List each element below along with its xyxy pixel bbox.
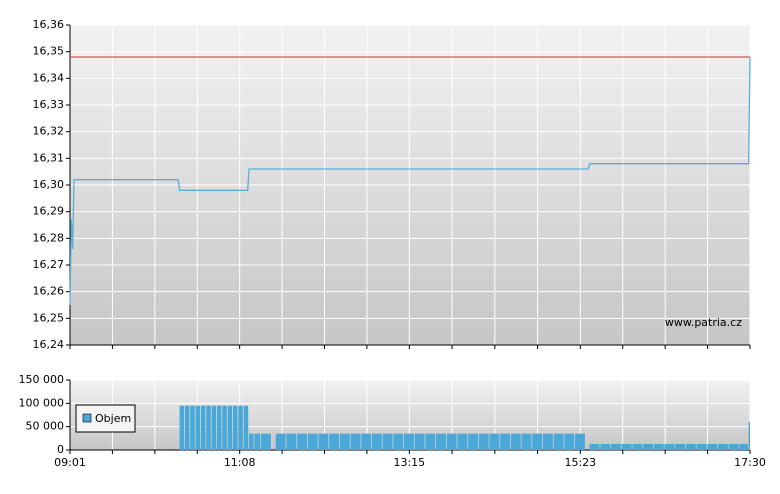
volume-bar: [675, 443, 686, 450]
y-tick-label: 16,35: [33, 45, 65, 58]
y-tick-label: 16,29: [33, 205, 65, 218]
volume-bar: [564, 433, 575, 450]
volume-bar: [393, 433, 404, 450]
volume-bar: [446, 433, 457, 450]
y-tick-label: 150 000: [19, 373, 65, 386]
volume-bar: [339, 433, 350, 450]
volume-bar: [382, 433, 393, 450]
volume-bar: [403, 433, 414, 450]
volume-bar: [318, 433, 329, 450]
y-tick-label: 16,34: [33, 71, 65, 84]
volume-bar: [261, 433, 271, 450]
y-tick-label: 16,25: [33, 311, 65, 324]
volume-bar: [206, 405, 211, 450]
volume-bar: [696, 443, 707, 450]
volume-bar: [489, 433, 500, 450]
y-tick-label: 16,31: [33, 151, 65, 164]
y-tick-label: 50 000: [26, 420, 65, 433]
volume-bar: [532, 433, 543, 450]
volume-bar: [275, 433, 286, 450]
y-tick-label: 16,24: [33, 338, 65, 351]
volume-bar: [542, 433, 553, 450]
volume-bar: [643, 443, 654, 450]
volume-bar: [179, 405, 185, 450]
volume-bar: [222, 405, 227, 450]
volume-bar: [500, 433, 511, 450]
volume-bar: [286, 433, 297, 450]
y-tick-label: 16,32: [33, 125, 65, 138]
volume-bar: [350, 433, 361, 450]
volume-bar: [211, 405, 217, 450]
volume-bar: [521, 433, 532, 450]
volume-bar: [478, 433, 489, 450]
volume-bar: [361, 433, 372, 450]
legend-label: Objem: [95, 412, 131, 425]
volume-bar: [307, 433, 318, 450]
volume-bar: [728, 443, 739, 450]
volume-bar: [436, 433, 446, 450]
volume-bar: [739, 443, 748, 450]
volume-bar: [707, 443, 718, 450]
price-line: [69, 56, 751, 306]
volume-bar: [589, 443, 600, 450]
x-tick-label: 13:15: [393, 456, 425, 469]
volume-bar: [238, 405, 243, 450]
volume-bar: [717, 443, 728, 450]
volume-bar: [249, 433, 254, 450]
x-tick-label: 15:23: [564, 456, 596, 469]
volume-bar: [371, 433, 382, 450]
y-tick-label: 16,27: [33, 258, 65, 271]
volume-bar: [254, 433, 261, 450]
watermark: www.patria.cz: [665, 316, 742, 329]
y-tick-label: 16,26: [33, 285, 65, 298]
volume-bar: [297, 433, 307, 450]
volume-bar: [685, 443, 696, 450]
volume-bar: [574, 433, 585, 450]
volume-bar: [457, 433, 468, 450]
y-tick-label: 16,28: [33, 231, 65, 244]
volume-bar: [632, 443, 643, 450]
volume-bar: [414, 433, 425, 450]
volume-bar: [329, 433, 340, 450]
volume-bar: [232, 405, 238, 450]
volume-bar: [216, 405, 222, 450]
y-tick-label: 0: [57, 443, 64, 456]
volume-bar: [611, 443, 621, 450]
y-tick-label: 16,30: [33, 178, 65, 191]
volume-bar: [664, 443, 675, 450]
volume-bar: [510, 433, 521, 450]
volume-bar: [195, 405, 201, 450]
legend-swatch: [82, 413, 92, 423]
volume-bar: [425, 433, 436, 450]
volume-bar: [227, 405, 233, 450]
y-tick-label: 100 000: [19, 396, 65, 409]
volume-bar: [190, 405, 195, 450]
x-tick-label: 09:01: [54, 456, 86, 469]
volume-bar: [184, 405, 190, 450]
volume-bar: [653, 443, 664, 450]
volume-bar: [243, 405, 249, 450]
volume-bar: [468, 433, 479, 450]
volume-bar: [200, 405, 206, 450]
y-tick-label: 16,36: [33, 18, 65, 31]
volume-bar: [748, 422, 750, 450]
volume-bar: [621, 443, 632, 450]
volume-bar: [600, 443, 611, 450]
volume-bar: [553, 433, 564, 450]
y-tick-label: 16,33: [33, 98, 65, 111]
x-tick-label: 11:08: [224, 456, 256, 469]
x-tick-label: 17:30: [734, 456, 766, 469]
